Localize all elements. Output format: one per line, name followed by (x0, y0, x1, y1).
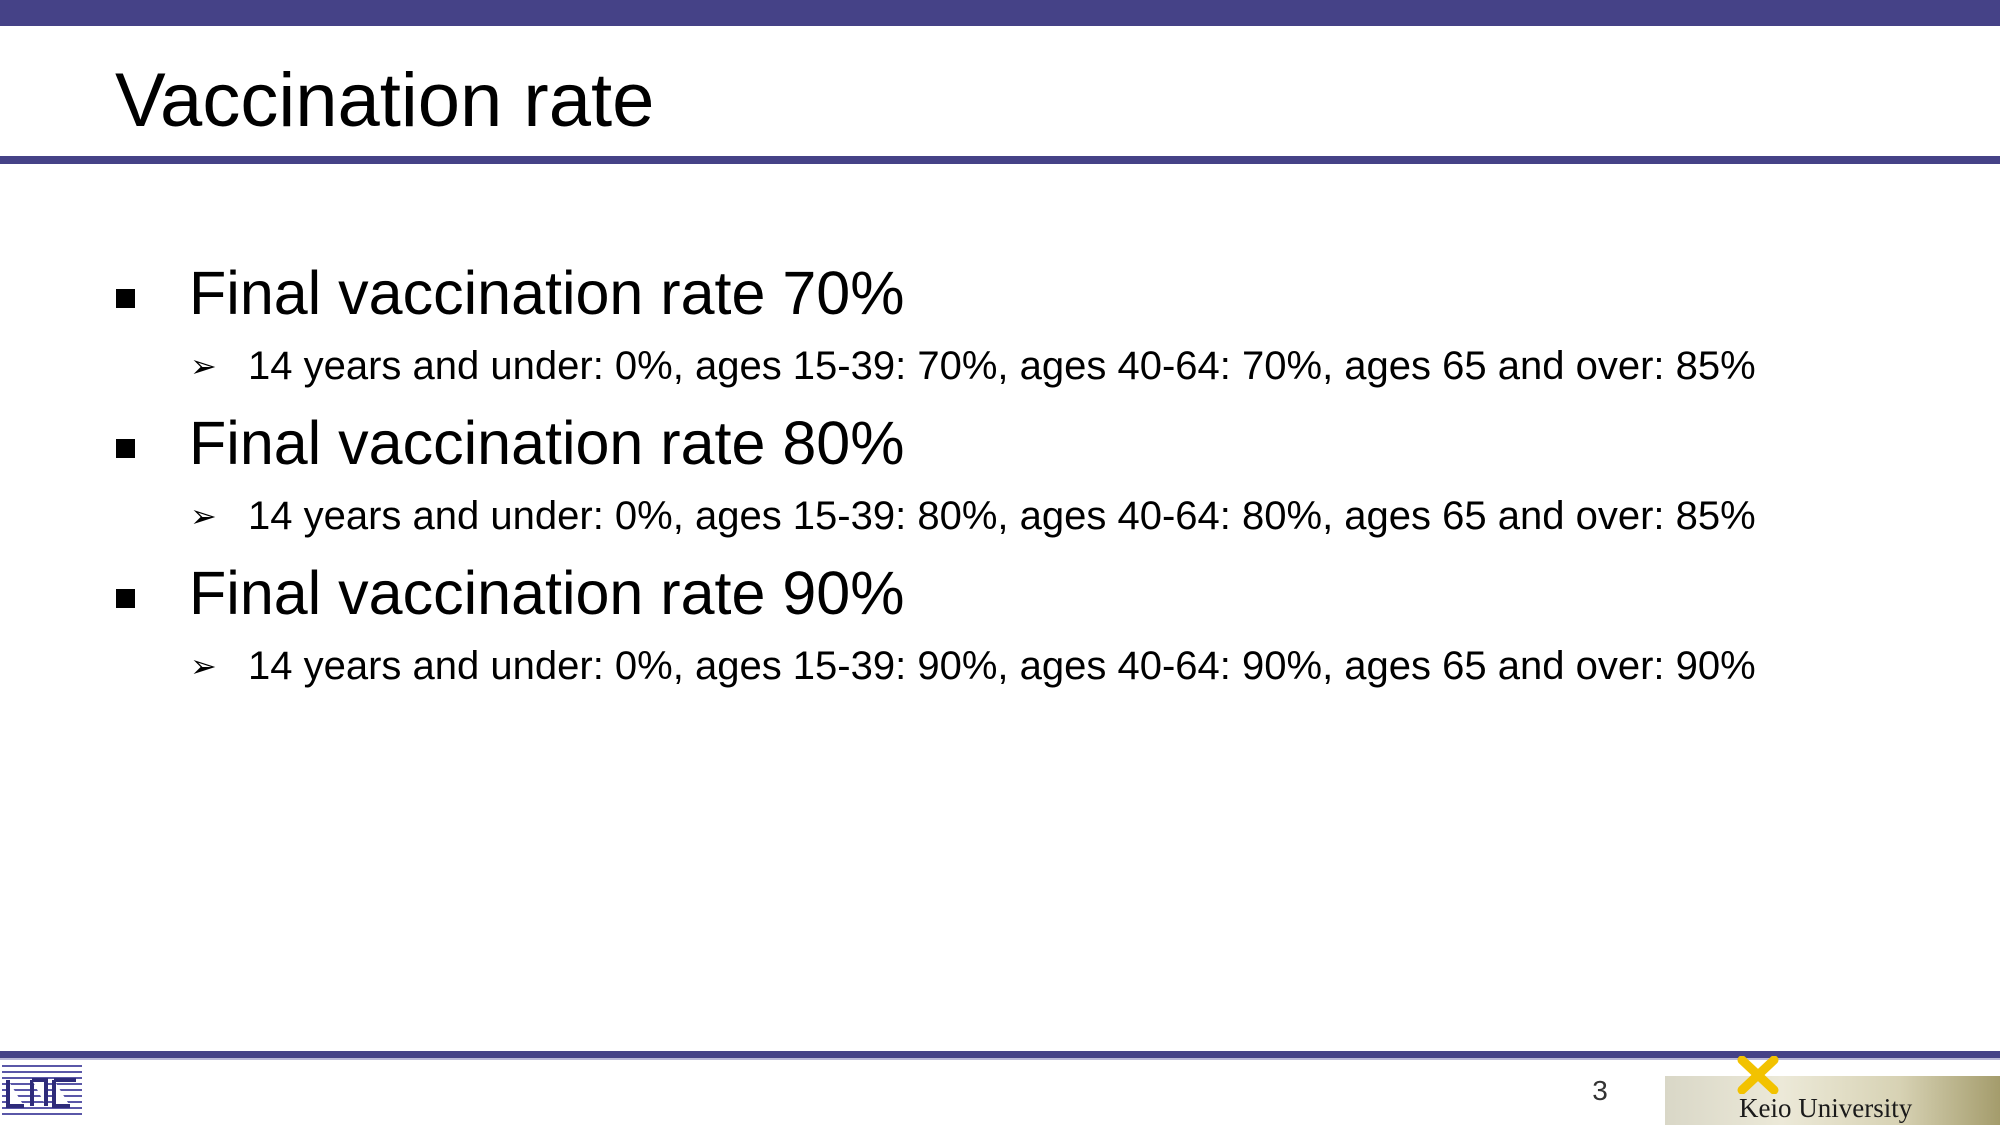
university-name: Keio University (1739, 1093, 1913, 1123)
bullet-item: Final vaccination rate 70% (116, 253, 904, 333)
university-banner (1665, 1076, 2000, 1125)
arrowhead-bullet-icon: ➢ (190, 347, 217, 385)
square-bullet-icon (116, 438, 135, 458)
footer-rule (0, 1051, 2000, 1058)
bullet-text: Final vaccination rate 70% (189, 259, 905, 327)
arrowhead-bullet-icon: ➢ (190, 647, 217, 685)
bullet-text: Final vaccination rate 80% (189, 409, 905, 477)
sub-bullet-text: 14 years and under: 0%, ages 15-39: 80%,… (248, 494, 1756, 538)
title-underline (0, 156, 2000, 164)
sub-bullet-text: 14 years and under: 0%, ages 15-39: 90%,… (248, 644, 1756, 688)
sub-bullet-item: ➢ 14 years and under: 0%, ages 15-39: 70… (190, 341, 1756, 391)
square-bullet-icon (116, 288, 135, 308)
footer-rule-shadow (0, 1058, 2000, 1060)
sub-bullet-item: ➢ 14 years and under: 0%, ages 15-39: 90… (190, 641, 1756, 691)
sub-bullet-text: 14 years and under: 0%, ages 15-39: 70%,… (248, 344, 1756, 388)
top-accent-bar (0, 0, 2000, 26)
keio-pen-icon (1737, 1056, 1779, 1094)
slide-title: Vaccination rate (115, 58, 655, 143)
bullet-item: Final vaccination rate 90% (116, 553, 904, 633)
bullet-text: Final vaccination rate 90% (189, 559, 905, 627)
sub-bullet-item: ➢ 14 years and under: 0%, ages 15-39: 80… (190, 491, 1756, 541)
arrowhead-bullet-icon: ➢ (190, 497, 217, 535)
lab-logo-icon (2, 1065, 82, 1115)
page-number: 3 (1592, 1075, 1608, 1106)
bullet-item: Final vaccination rate 80% (116, 403, 904, 483)
square-bullet-icon (116, 588, 135, 608)
